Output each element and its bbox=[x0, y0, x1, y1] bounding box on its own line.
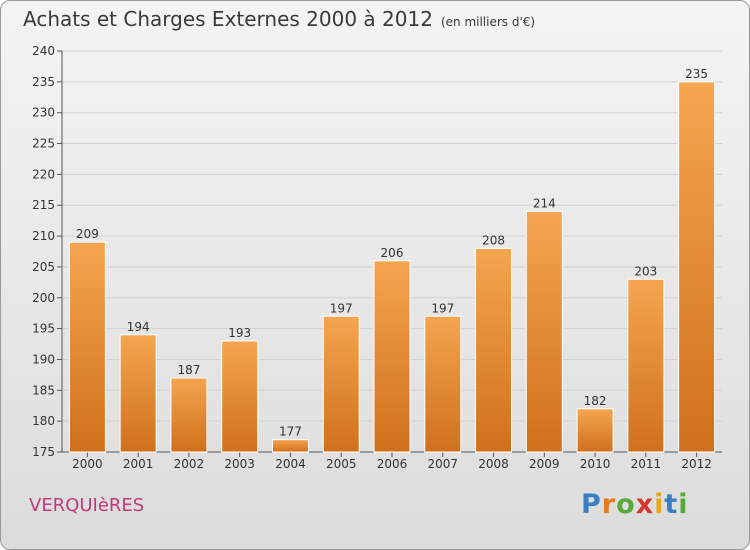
bar bbox=[525, 210, 563, 453]
labels: 175 180 185 190 195 200 205 210 215 220 225 230 235 2… bbox=[32, 44, 712, 471]
logo-letter: r bbox=[601, 489, 617, 520]
y-tick-label: 225 bbox=[32, 137, 55, 151]
y-tick-label: 220 bbox=[32, 167, 55, 181]
bar bbox=[678, 81, 716, 453]
y-tick-label: 200 bbox=[32, 291, 55, 305]
x-tick-label: 2003 bbox=[224, 457, 255, 471]
y-tick-label: 185 bbox=[32, 383, 55, 397]
bar bbox=[627, 278, 665, 453]
y-tick-label: 210 bbox=[32, 229, 55, 243]
bar bbox=[119, 334, 157, 453]
x-tick-label: 2008 bbox=[478, 457, 509, 471]
bar-value-label: 197 bbox=[431, 301, 454, 315]
bar-value-label: 208 bbox=[482, 233, 505, 247]
bar bbox=[424, 315, 462, 453]
bar-value-label: 193 bbox=[228, 326, 251, 340]
logo-letter: i bbox=[678, 489, 689, 520]
bars bbox=[68, 81, 716, 453]
bar-value-label: 187 bbox=[177, 363, 200, 377]
bar bbox=[68, 241, 106, 453]
x-tick-label: 2002 bbox=[174, 457, 205, 471]
bar bbox=[373, 260, 411, 453]
bar bbox=[221, 340, 259, 453]
title-unit: (en milliers d'€) bbox=[440, 15, 536, 29]
x-tick-label: 2006 bbox=[377, 457, 408, 471]
logo-letter: i bbox=[654, 489, 665, 520]
y-tick-label: 230 bbox=[32, 106, 55, 120]
logo-letter: P bbox=[581, 489, 602, 520]
x-tick-label: 2001 bbox=[123, 457, 154, 471]
y-tick-label: 190 bbox=[32, 352, 55, 366]
bar-value-label: 203 bbox=[634, 264, 657, 278]
bar-value-label: 182 bbox=[584, 394, 607, 408]
logo-letter: x bbox=[635, 489, 655, 520]
x-tick-label: 2004 bbox=[275, 457, 306, 471]
bar-value-label: 206 bbox=[381, 246, 404, 260]
y-tick-label: 175 bbox=[32, 445, 55, 459]
x-tick-label: 2009 bbox=[529, 457, 560, 471]
bar-value-label: 197 bbox=[330, 301, 353, 315]
title-main: Achats et Charges Externes 2000 à 2012 bbox=[23, 7, 433, 31]
x-tick-label: 2011 bbox=[631, 457, 662, 471]
bar-value-label: 209 bbox=[76, 227, 99, 241]
bar bbox=[170, 377, 208, 453]
logo-letter: o bbox=[616, 489, 636, 520]
y-tick-label: 205 bbox=[32, 260, 55, 274]
x-tick-label: 2010 bbox=[580, 457, 611, 471]
x-tick-label: 2007 bbox=[427, 457, 458, 471]
bar bbox=[576, 408, 614, 453]
y-tick-label: 195 bbox=[32, 322, 55, 336]
y-tick-label: 235 bbox=[32, 75, 55, 89]
y-tick-label: 215 bbox=[32, 198, 55, 212]
y-tick-label: 240 bbox=[32, 44, 55, 58]
proxiti-logo: Proxiti bbox=[581, 489, 689, 520]
logo-letter: t bbox=[664, 489, 679, 520]
bar-value-label: 235 bbox=[685, 67, 708, 81]
bar-value-label: 214 bbox=[533, 196, 556, 210]
commune-name: VERQUIèRES bbox=[29, 495, 145, 516]
y-tick-label: 180 bbox=[32, 414, 55, 428]
bar-value-label: 194 bbox=[127, 320, 150, 334]
x-tick-label: 2005 bbox=[326, 457, 357, 471]
bar bbox=[475, 247, 513, 453]
bar-value-label: 177 bbox=[279, 425, 302, 439]
x-tick-label: 2000 bbox=[72, 457, 103, 471]
chart-title: Achats et Charges Externes 2000 à 2012 (e… bbox=[23, 7, 535, 31]
bar bbox=[271, 439, 309, 453]
bar bbox=[322, 315, 360, 453]
x-tick-label: 2012 bbox=[681, 457, 712, 471]
